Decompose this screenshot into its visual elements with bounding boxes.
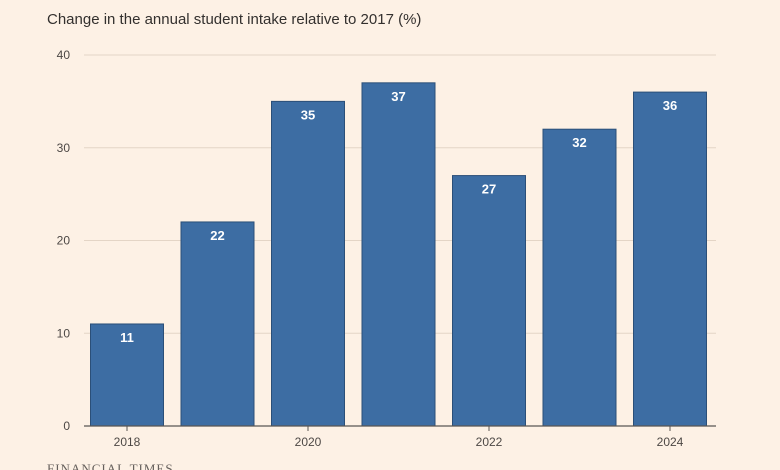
data-label-2021: 37 [391,89,405,104]
bar-2024 [633,91,707,427]
data-label-2023: 32 [572,135,586,150]
bar-2023 [542,128,617,427]
bar-2022 [452,175,526,427]
x-tick-label-2022: 2022 [476,435,503,449]
data-label-2018: 11 [120,330,134,345]
data-label-2024: 36 [663,98,677,113]
y-tick-label-0: 0 [63,419,70,433]
ft-logo: FINANCIAL TIMES [47,462,197,470]
bar-2019 [180,221,255,427]
chart-title: Change in the annual student intake rela… [47,11,422,28]
x-tick-label-2018: 2018 [114,435,141,449]
y-tick-label-40: 40 [57,48,71,62]
data-label-2019: 22 [210,228,224,243]
data-label-2022: 27 [482,182,496,197]
bar-2018 [90,323,164,427]
y-tick-label-30: 30 [57,141,71,155]
x-tick-label-2024: 2024 [657,435,684,449]
y-tick-label-20: 20 [57,234,71,248]
bar-2021 [361,82,436,427]
x-tick-label-2020: 2020 [295,435,322,449]
y-tick-label-10: 10 [57,326,71,340]
ft-logo-text: FINANCIAL TIMES [47,462,174,470]
data-label-2020: 35 [301,107,315,122]
bar-2020 [271,100,345,427]
